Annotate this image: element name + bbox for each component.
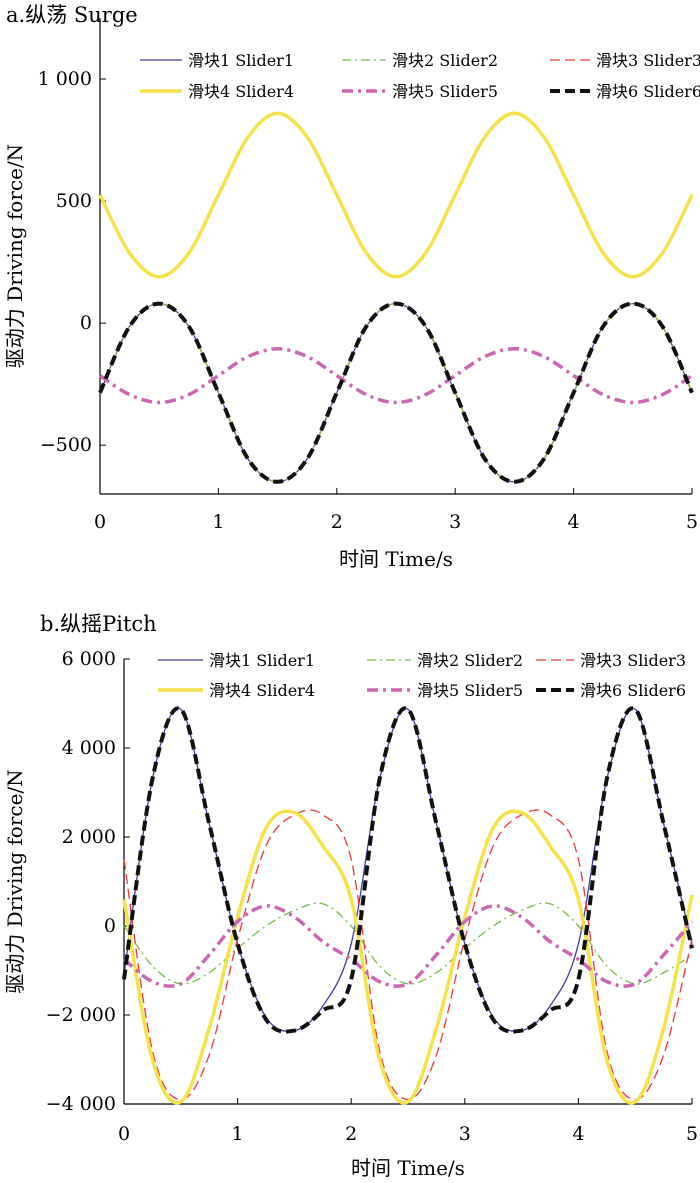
- pitch-legend-label-3: 滑块3 Slider3: [580, 651, 686, 670]
- pitch-y-tick-label: 6 000: [62, 648, 116, 670]
- pitch-legend-label-1: 滑块1 Slider1: [209, 651, 315, 670]
- pitch-legend-label-4: 滑块4 Slider4: [209, 681, 315, 700]
- pitch-chart: b.纵摇Pitch 0 1 2 3 4 5 6 000 4 000 2 000 0 −2 000 −4 …: [3, 612, 698, 1180]
- pitch-chart-title: b.纵摇Pitch: [40, 612, 157, 636]
- surge-x-tick-label: 1: [212, 511, 224, 533]
- surge-chart-title: a.纵荡 Surge: [6, 3, 138, 27]
- pitch-x-tick-label: 2: [345, 1123, 357, 1145]
- pitch-x-tick-label: 4: [572, 1123, 584, 1145]
- pitch-series-5-line: [122, 904, 694, 988]
- pitch-y-tick-label: 4 000: [62, 737, 116, 759]
- surge-x-tick-label: 3: [449, 511, 461, 533]
- surge-x-tick-label: 2: [331, 511, 343, 533]
- surge-legend-label-1: 滑块1 Slider1: [188, 51, 294, 70]
- surge-y-tick-label: 1 000: [38, 68, 92, 90]
- surge-series-1-line: [99, 302, 693, 483]
- pitch-x-tick-label: 0: [118, 1123, 130, 1145]
- surge-series-3-line: [99, 302, 693, 483]
- pitch-x-tick-label: 3: [459, 1123, 471, 1145]
- surge-x-tick-label: 4: [568, 511, 580, 533]
- surge-y-tick-label: 500: [56, 190, 92, 212]
- surge-legend-label-5: 滑块5 Slider5: [392, 82, 498, 101]
- pitch-x-tick-label: 1: [232, 1123, 244, 1145]
- pitch-x-axis-label: 时间 Time/s: [351, 1156, 465, 1180]
- pitch-y-tick-label: −4 000: [46, 1093, 116, 1115]
- surge-legend-label-2: 滑块2 Slider2: [392, 51, 498, 70]
- pitch-legend-label-2: 滑块2 Slider2: [417, 651, 523, 670]
- pitch-series-2-line: [123, 902, 693, 985]
- pitch-series-4-line: [122, 809, 694, 1105]
- pitch-y-tick-label: 2 000: [62, 826, 116, 848]
- surge-x-tick-label: 0: [94, 511, 106, 533]
- surge-series-6-line: [98, 301, 694, 484]
- pitch-y-axis-label: 驱动力 Driving force/N: [3, 769, 27, 993]
- pitch-x-tick-label: 5: [686, 1123, 698, 1145]
- pitch-legend-label-6: 滑块6 Slider6: [580, 681, 686, 700]
- surge-x-axis-label: 时间 Time/s: [339, 547, 453, 571]
- surge-x-tick-label: 5: [686, 511, 698, 533]
- pitch-y-tick-label: 0: [104, 915, 116, 937]
- surge-legend-label-4: 滑块4 Slider4: [188, 82, 294, 101]
- surge-series-2-line: [99, 302, 693, 483]
- surge-chart: a.纵荡 Surge 0 1 2 3 4 5 1 000 500 0 −500 时间 Time/s 驱动…: [3, 3, 700, 571]
- pitch-y-tick-label: −2 000: [46, 1004, 116, 1026]
- pitch-series-3-line: [123, 809, 693, 1101]
- surge-series-5-line: [99, 347, 693, 405]
- surge-series-4-line: [98, 111, 694, 279]
- surge-legend-label-6: 滑块6 Slider6: [596, 82, 700, 101]
- surge-y-tick-label: 0: [80, 312, 92, 334]
- surge-y-tick-label: −500: [40, 434, 92, 456]
- pitch-legend-label-5: 滑块5 Slider5: [417, 681, 523, 700]
- surge-legend-label-3: 滑块3 Slider3: [596, 51, 700, 70]
- surge-y-axis-label: 驱动力 Driving force/N: [3, 144, 27, 368]
